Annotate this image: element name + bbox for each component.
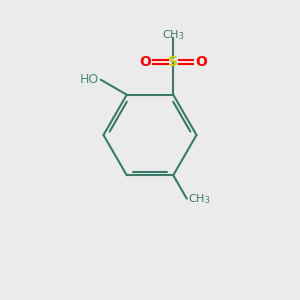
Text: CH$_3$: CH$_3$ — [188, 192, 211, 206]
Text: HO: HO — [80, 73, 99, 86]
Text: O: O — [139, 55, 151, 69]
Text: CH$_3$: CH$_3$ — [162, 28, 184, 42]
Text: O: O — [196, 55, 207, 69]
Text: S: S — [168, 55, 178, 69]
